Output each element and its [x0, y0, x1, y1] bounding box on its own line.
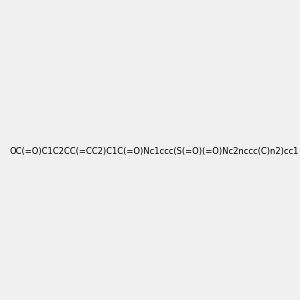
Text: OC(=O)C1C2CC(=CC2)C1C(=O)Nc1ccc(S(=O)(=O)Nc2nccc(C)n2)cc1: OC(=O)C1C2CC(=CC2)C1C(=O)Nc1ccc(S(=O)(=O…: [9, 147, 298, 156]
